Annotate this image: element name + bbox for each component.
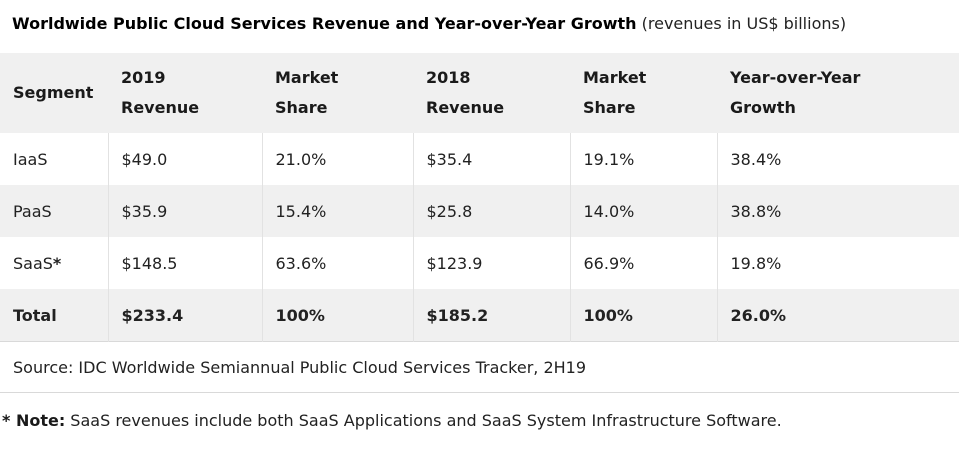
footnote: * Note: SaaS revenues include both SaaS … bbox=[2, 411, 959, 430]
cell-market-share-2019: 63.6% bbox=[261, 237, 413, 289]
table-row-iaas: IaaS $49.0 21.0% $35.4 19.1% 38.4% bbox=[0, 133, 959, 185]
cell-2018-revenue: $185.2 bbox=[412, 289, 570, 342]
cell-2019-revenue: $148.5 bbox=[107, 237, 262, 289]
cell-market-share-2018: 14.0% bbox=[569, 185, 717, 237]
cell-2019-revenue: $233.4 bbox=[107, 289, 262, 342]
segment-label: Total bbox=[13, 305, 57, 325]
cell-market-share-2018: 19.1% bbox=[569, 133, 717, 185]
column-header-market-share-2019: Market Share bbox=[262, 53, 413, 133]
cell-yoy-growth: 38.8% bbox=[716, 185, 959, 237]
cell-2018-revenue: $123.9 bbox=[412, 237, 570, 289]
cell-market-share-2019: 21.0% bbox=[261, 133, 413, 185]
table-row-paas: PaaS $35.9 15.4% $25.8 14.0% 38.8% bbox=[0, 185, 959, 237]
source-text: Source: IDC Worldwide Semiannual Public … bbox=[0, 341, 959, 393]
cell-2018-revenue: $25.8 bbox=[412, 185, 570, 237]
column-header-yoy-growth: Year-over-Year Growth bbox=[717, 53, 959, 133]
cell-yoy-growth: 26.0% bbox=[716, 289, 959, 342]
cell-market-share-2018: 66.9% bbox=[569, 237, 717, 289]
footnote-label: * Note: bbox=[2, 411, 66, 430]
column-header-2018-revenue: 2018 Revenue bbox=[413, 53, 570, 133]
cell-segment: Total bbox=[0, 289, 108, 342]
table-header: Segment 2019 Revenue Market Share 2018 R… bbox=[0, 53, 959, 133]
table-row-total: Total $233.4 100% $185.2 100% 26.0% bbox=[0, 289, 959, 342]
cell-segment: SaaS* bbox=[0, 237, 108, 289]
cell-market-share-2018: 100% bbox=[569, 289, 717, 342]
page-title-subtitle: (revenues in US$ billions) bbox=[636, 14, 847, 33]
page-title-main: Worldwide Public Cloud Services Revenue … bbox=[12, 14, 637, 33]
cell-market-share-2019: 15.4% bbox=[261, 185, 413, 237]
table-body: IaaS $49.0 21.0% $35.4 19.1% 38.4% PaaS … bbox=[0, 133, 959, 393]
cell-segment: IaaS bbox=[0, 133, 108, 185]
footnote-text: SaaS revenues include both SaaS Applicat… bbox=[65, 411, 782, 430]
segment-label: SaaS bbox=[13, 253, 53, 273]
cell-2018-revenue: $35.4 bbox=[412, 133, 570, 185]
cell-yoy-growth: 38.4% bbox=[716, 133, 959, 185]
cell-2019-revenue: $49.0 bbox=[107, 133, 262, 185]
segment-label: PaaS bbox=[13, 201, 52, 221]
cell-yoy-growth: 19.8% bbox=[716, 237, 959, 289]
column-header-segment: Segment bbox=[0, 53, 108, 133]
cell-segment: PaaS bbox=[0, 185, 108, 237]
segment-footnote-marker: * bbox=[52, 253, 62, 273]
page-title: Worldwide Public Cloud Services Revenue … bbox=[0, 0, 959, 53]
cell-2019-revenue: $35.9 bbox=[107, 185, 262, 237]
segment-label: IaaS bbox=[13, 149, 48, 169]
cell-market-share-2019: 100% bbox=[261, 289, 413, 342]
table-row-saas: SaaS* $148.5 63.6% $123.9 66.9% 19.8% bbox=[0, 237, 959, 289]
table-source-row: Source: IDC Worldwide Semiannual Public … bbox=[0, 341, 959, 393]
table-header-row: Segment 2019 Revenue Market Share 2018 R… bbox=[0, 53, 959, 133]
column-header-market-share-2018: Market Share bbox=[570, 53, 717, 133]
cloud-revenue-table: Segment 2019 Revenue Market Share 2018 R… bbox=[0, 53, 959, 393]
column-header-2019-revenue: 2019 Revenue bbox=[108, 53, 262, 133]
